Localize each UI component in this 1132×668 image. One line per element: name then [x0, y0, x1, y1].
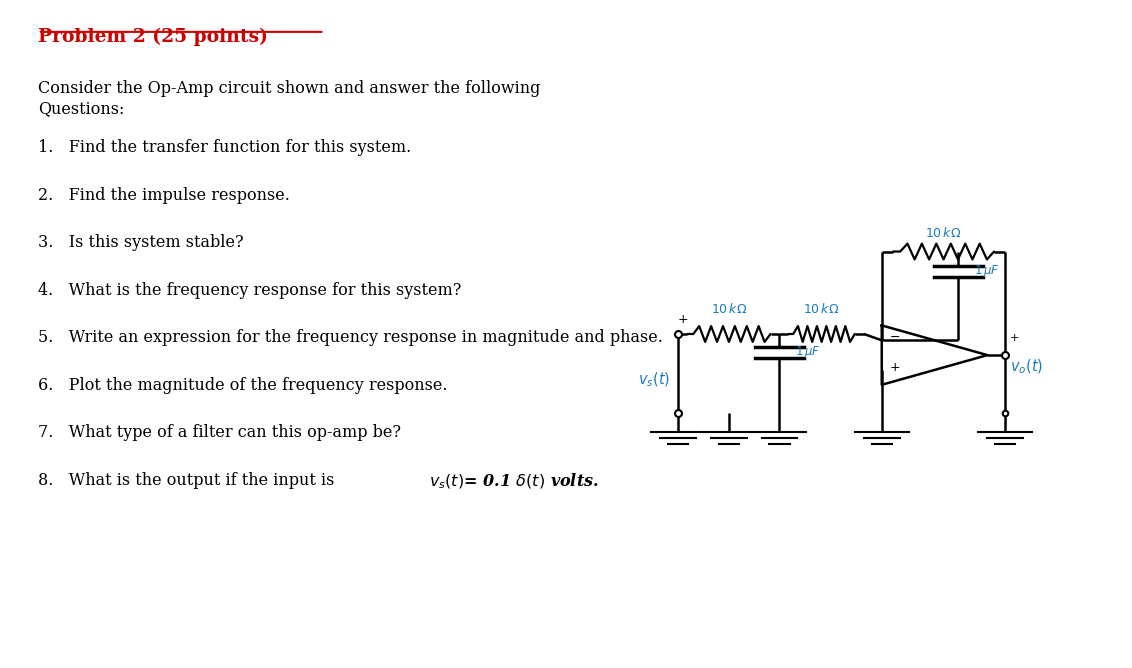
- Text: +: +: [678, 313, 688, 326]
- Text: 4.   What is the frequency response for this system?: 4. What is the frequency response for th…: [37, 282, 461, 299]
- Text: 3.   Is this system stable?: 3. Is this system stable?: [37, 234, 243, 251]
- Text: +: +: [1010, 333, 1019, 343]
- Text: $v_s(t)$= 0.1 $\delta(t)$ volts.: $v_s(t)$= 0.1 $\delta(t)$ volts.: [429, 472, 599, 491]
- Text: +: +: [890, 361, 900, 374]
- Text: 8.   What is the output if the input is: 8. What is the output if the input is: [37, 472, 340, 489]
- Text: −: −: [890, 331, 900, 344]
- Text: $10\,k\Omega$: $10\,k\Omega$: [804, 301, 840, 315]
- Text: $v_s(t)$: $v_s(t)$: [637, 371, 670, 389]
- Text: 2.   Find the impulse response.: 2. Find the impulse response.: [37, 187, 290, 204]
- Text: 1.   Find the transfer function for this system.: 1. Find the transfer function for this s…: [37, 140, 411, 156]
- Text: Problem 2 (25 points): Problem 2 (25 points): [37, 27, 268, 45]
- Text: $10\,k\Omega$: $10\,k\Omega$: [925, 226, 962, 240]
- Text: 6.   Plot the magnitude of the frequency response.: 6. Plot the magnitude of the frequency r…: [37, 377, 447, 394]
- Text: Questions:: Questions:: [37, 100, 125, 117]
- Text: $1\,\mu F$: $1\,\mu F$: [795, 345, 821, 361]
- Text: 5.   Write an expression for the frequency response in magnitude and phase.: 5. Write an expression for the frequency…: [37, 329, 662, 347]
- Text: $1\,\mu F$: $1\,\mu F$: [975, 263, 1000, 279]
- Text: Consider the Op-Amp circuit shown and answer the following: Consider the Op-Amp circuit shown and an…: [37, 80, 540, 97]
- Text: 7.   What type of a filter can this op-amp be?: 7. What type of a filter can this op-amp…: [37, 424, 401, 442]
- Text: $10\,k\Omega$: $10\,k\Omega$: [711, 301, 747, 315]
- Text: $v_o(t)$: $v_o(t)$: [1010, 358, 1043, 376]
